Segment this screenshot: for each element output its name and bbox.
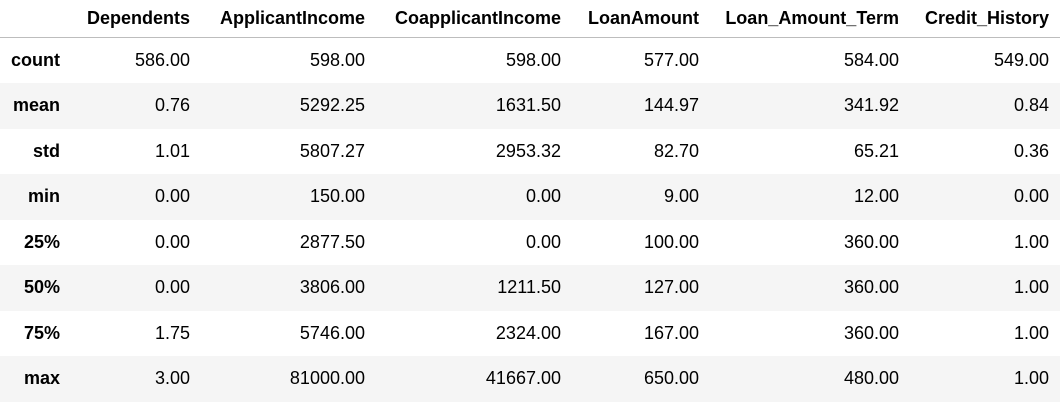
table-cell: 0.00 xyxy=(525,231,561,252)
table-cell: 65.21 xyxy=(853,140,899,161)
table-cell: 1.00 xyxy=(1013,322,1049,343)
table-cell: 12.00 xyxy=(853,186,899,207)
row-label: min xyxy=(27,186,60,207)
table-cell: 650.00 xyxy=(643,368,699,389)
table-cell: 1.00 xyxy=(1013,231,1049,252)
table-cell: 5807.27 xyxy=(299,140,365,161)
row-label: 50% xyxy=(23,277,60,298)
table-cell: 0.76 xyxy=(154,95,190,116)
index-header xyxy=(0,0,71,38)
table-body: count 586.00 598.00 598.00 577.00 584.00 549.0… xyxy=(0,37,1060,402)
table-cell: 0.00 xyxy=(154,231,190,252)
table-cell: 480.00 xyxy=(843,368,899,389)
table-cell: 1.00 xyxy=(1013,277,1049,298)
row-label: count xyxy=(11,50,60,70)
table-cell: 0.00 xyxy=(154,277,190,298)
table-cell: 2324.00 xyxy=(495,322,561,343)
row-label: max xyxy=(23,368,60,389)
table-cell: 2953.32 xyxy=(495,140,561,161)
table-row: 25% 0.00 2877.50 0.00 100.00 360.00 1.00 xyxy=(0,219,1060,265)
column-header-applicant-income: ApplicantIncome xyxy=(201,0,376,38)
table-row: 50% 0.00 3806.00 1211.50 127.00 360.00 1.00 xyxy=(0,265,1060,311)
table-cell: 3806.00 xyxy=(299,277,365,298)
table-cell: 144.97 xyxy=(643,95,699,116)
row-label: mean xyxy=(12,95,60,116)
table-cell: 150.00 xyxy=(309,186,365,207)
table-cell: 5746.00 xyxy=(299,322,365,343)
table-cell: 0.36 xyxy=(1013,140,1049,161)
table-cell: 577.00 xyxy=(643,50,699,70)
row-label: 25% xyxy=(23,231,60,252)
table-cell: 584.00 xyxy=(843,50,899,70)
table-row: mean 0.76 5292.25 1631.50 144.97 341.92 0.84 xyxy=(0,83,1060,129)
table-cell: 598.00 xyxy=(505,50,561,70)
table-row: min 0.00 150.00 0.00 9.00 12.00 0.00 xyxy=(0,174,1060,220)
column-header-dependents: Dependents xyxy=(71,0,201,38)
table-cell: 341.92 xyxy=(843,95,899,116)
table-cell: 1.01 xyxy=(154,140,190,161)
table-cell: 9.00 xyxy=(663,186,699,207)
table-cell: 1631.50 xyxy=(495,95,561,116)
table-cell: 1211.50 xyxy=(497,277,561,298)
table-header: Dependents ApplicantIncome CoapplicantIn… xyxy=(0,0,1060,38)
column-header-loan-amount-term: Loan_Amount_Term xyxy=(710,0,910,38)
table-cell: 81000.00 xyxy=(289,368,365,389)
table-cell: 41667.00 xyxy=(485,368,561,389)
header-row: Dependents ApplicantIncome CoapplicantIn… xyxy=(0,0,1060,38)
table-row: max 3.00 81000.00 41667.00 650.00 480.00 1.00 xyxy=(0,356,1060,402)
column-header-credit-history: Credit_History xyxy=(910,0,1060,38)
table-cell: 360.00 xyxy=(843,277,899,298)
table-cell: 127.00 xyxy=(643,277,699,298)
row-label: 75% xyxy=(23,322,60,343)
table-cell: 549.00 xyxy=(993,50,1049,70)
table-cell: 0.84 xyxy=(1013,95,1049,116)
table-cell: 100.00 xyxy=(643,231,699,252)
table-cell: 0.00 xyxy=(1013,186,1049,207)
table-cell: 82.70 xyxy=(653,140,699,161)
column-header-loan-amount: LoanAmount xyxy=(572,0,710,38)
table-cell: 0.00 xyxy=(525,186,561,207)
table-row: count 586.00 598.00 598.00 577.00 584.00 549.0… xyxy=(0,37,1060,83)
table-cell: 598.00 xyxy=(309,50,365,70)
table-row: 75% 1.75 5746.00 2324.00 167.00 360.00 1.00 xyxy=(0,310,1060,356)
table-cell: 0.00 xyxy=(154,186,190,207)
table-cell: 586.00 xyxy=(134,50,190,70)
table-cell: 167.00 xyxy=(643,322,699,343)
table-cell: 3.00 xyxy=(154,368,190,389)
table-cell: 5292.25 xyxy=(299,95,365,116)
column-header-coapplicant-income: CoapplicantIncome xyxy=(376,0,572,38)
table-cell: 1.00 xyxy=(1013,368,1049,389)
table-cell: 360.00 xyxy=(843,231,899,252)
table-cell: 2877.50 xyxy=(299,231,365,252)
table-cell: 1.75 xyxy=(154,322,190,343)
row-label: std xyxy=(33,140,60,161)
table-cell: 360.00 xyxy=(843,322,899,343)
table-row: std 1.01 5807.27 2953.32 82.70 65.21 0.36 xyxy=(0,128,1060,174)
